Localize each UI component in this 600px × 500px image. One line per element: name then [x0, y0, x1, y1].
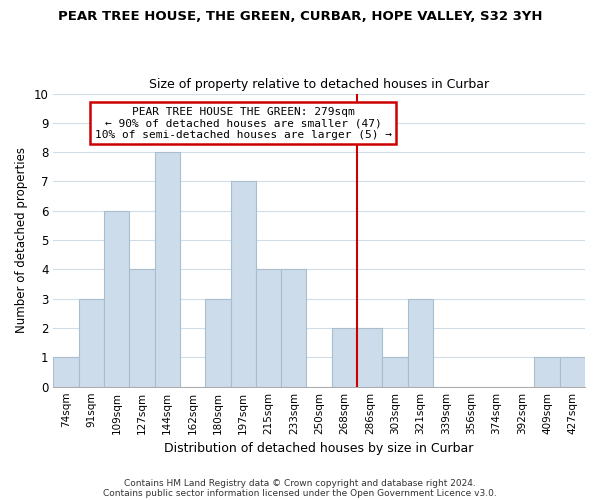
Bar [357, 328, 382, 386]
Title: Size of property relative to detached houses in Curbar: Size of property relative to detached ho… [149, 78, 489, 91]
X-axis label: Distribution of detached houses by size in Curbar: Distribution of detached houses by size … [164, 442, 474, 455]
Bar [155, 152, 180, 386]
Bar [382, 358, 408, 386]
Bar [560, 358, 585, 386]
Bar [281, 270, 307, 386]
Bar [408, 298, 433, 386]
Y-axis label: Number of detached properties: Number of detached properties [15, 147, 28, 333]
Bar [79, 298, 104, 386]
Bar [205, 298, 230, 386]
Bar [332, 328, 357, 386]
Bar [53, 358, 79, 386]
Text: Contains public sector information licensed under the Open Government Licence v3: Contains public sector information licen… [103, 488, 497, 498]
Bar [230, 182, 256, 386]
Text: PEAR TREE HOUSE, THE GREEN, CURBAR, HOPE VALLEY, S32 3YH: PEAR TREE HOUSE, THE GREEN, CURBAR, HOPE… [58, 10, 542, 23]
Text: Contains HM Land Registry data © Crown copyright and database right 2024.: Contains HM Land Registry data © Crown c… [124, 478, 476, 488]
Bar [535, 358, 560, 386]
Bar [256, 270, 281, 386]
Bar [104, 211, 129, 386]
Bar [129, 270, 155, 386]
Text: PEAR TREE HOUSE THE GREEN: 279sqm
← 90% of detached houses are smaller (47)
10% : PEAR TREE HOUSE THE GREEN: 279sqm ← 90% … [95, 106, 392, 140]
